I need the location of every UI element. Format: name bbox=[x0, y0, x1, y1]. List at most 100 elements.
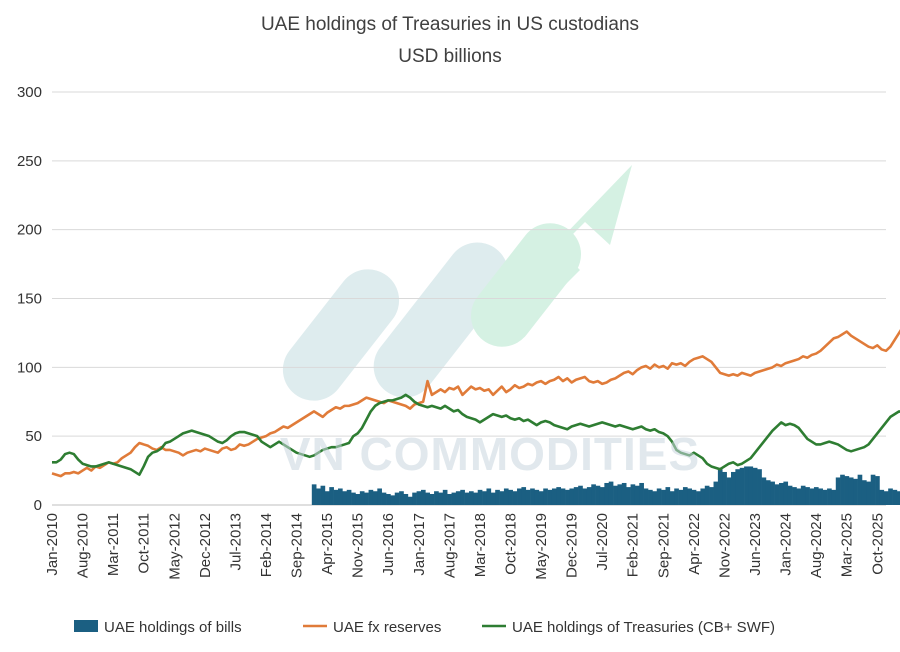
watermark-text: VN COMMODITIES bbox=[280, 428, 700, 480]
bills-bar bbox=[613, 485, 618, 505]
x-tick-label-9: Apr-2015 bbox=[319, 513, 336, 575]
gridlines bbox=[52, 91, 886, 506]
bills-bar bbox=[517, 488, 522, 505]
bills-bar bbox=[586, 487, 592, 505]
bills-bar bbox=[591, 484, 596, 505]
x-tick-label-15: Oct-2018 bbox=[502, 513, 519, 575]
bills-bar bbox=[822, 489, 828, 505]
bills-bar bbox=[739, 467, 745, 505]
bills-bar bbox=[320, 485, 326, 505]
bills-bar bbox=[324, 491, 330, 505]
bills-bar bbox=[386, 493, 391, 505]
legend-swatch-bills bbox=[74, 620, 98, 632]
x-tick-label-13: Aug-2017 bbox=[441, 513, 458, 578]
bills-bar bbox=[704, 485, 710, 505]
bills-bar bbox=[888, 488, 893, 505]
bills-bar bbox=[870, 474, 876, 505]
bills-bar bbox=[525, 489, 531, 505]
bills-bar bbox=[656, 488, 662, 505]
bills-bar bbox=[713, 481, 719, 505]
bills-bar bbox=[599, 487, 605, 505]
x-tick-label-8: Sep-2014 bbox=[289, 513, 306, 578]
bills-bar bbox=[674, 488, 679, 505]
bills-bar bbox=[390, 495, 396, 505]
bills-bar bbox=[626, 487, 631, 505]
x-tick-label-23: Jun-2023 bbox=[747, 513, 764, 576]
x-tick-label-7: Feb-2014 bbox=[258, 513, 275, 577]
bills-bar bbox=[896, 491, 900, 505]
bills-bar bbox=[879, 489, 885, 505]
y-tick-label-250: 250 bbox=[17, 153, 42, 170]
x-tick-label-10: Nov-2015 bbox=[350, 513, 367, 578]
x-tick-label-0: Jan-2010 bbox=[44, 513, 61, 576]
x-tick-label-25: Aug-2024 bbox=[808, 513, 825, 578]
bills-bar bbox=[346, 489, 352, 505]
bills-bar bbox=[364, 492, 369, 505]
bills-bar bbox=[372, 491, 378, 505]
bills-bar bbox=[840, 474, 845, 505]
x-tick-label-12: Jan-2017 bbox=[411, 513, 428, 576]
watermark-bar-shape-3 bbox=[470, 223, 582, 347]
x-tick-label-11: Jun-2016 bbox=[380, 513, 397, 576]
x-tick-label-17: Dec-2019 bbox=[564, 513, 581, 578]
bills-bar bbox=[805, 487, 810, 505]
bills-bar bbox=[442, 489, 448, 505]
bills-bar bbox=[639, 482, 644, 505]
bills-bar bbox=[416, 491, 422, 505]
bills-bar bbox=[547, 489, 553, 505]
fx-reserves-line bbox=[51, 329, 900, 478]
x-tick-label-3: Oct-2011 bbox=[136, 513, 153, 574]
bills-bar bbox=[831, 489, 837, 505]
watermark bbox=[282, 165, 632, 401]
bills-bar bbox=[543, 488, 548, 505]
bills-bar bbox=[813, 487, 819, 505]
bills-bar bbox=[787, 485, 793, 505]
bills-bar bbox=[477, 489, 483, 505]
y-tick-label-150: 150 bbox=[17, 291, 42, 308]
bills-bar bbox=[717, 469, 723, 505]
bills-bar bbox=[538, 491, 544, 505]
bills-bar bbox=[621, 482, 627, 505]
bills-bar bbox=[848, 477, 854, 505]
x-tick-label-19: Feb-2021 bbox=[625, 513, 642, 577]
bills-bar bbox=[722, 471, 727, 505]
bills-bar bbox=[534, 489, 540, 505]
bills-bar bbox=[316, 488, 321, 505]
bills-bar bbox=[503, 488, 509, 505]
bills-bar bbox=[329, 487, 334, 505]
bills-bar bbox=[792, 487, 797, 505]
bills-bar bbox=[809, 488, 815, 505]
bills-bar bbox=[818, 488, 823, 505]
watermark-bar-shape-2 bbox=[373, 242, 509, 398]
bills-bar bbox=[661, 489, 666, 505]
bills-bar bbox=[696, 491, 701, 505]
bills-bar bbox=[338, 488, 343, 505]
bills-bar bbox=[311, 484, 317, 505]
bills-bar bbox=[355, 493, 361, 505]
bills-bar bbox=[853, 478, 858, 505]
bills-bar bbox=[521, 487, 527, 505]
bills-bar bbox=[744, 466, 749, 505]
x-tick-label-22: Nov-2022 bbox=[716, 513, 733, 578]
bills-bar bbox=[757, 469, 762, 505]
bills-bar bbox=[866, 481, 872, 505]
y-axis-ticks: 0 50 100 150 200 250 300 bbox=[17, 84, 42, 514]
bills-bar bbox=[381, 492, 387, 505]
bills-bar bbox=[617, 484, 623, 505]
bills-bar bbox=[333, 489, 339, 505]
bills-bar bbox=[351, 492, 356, 505]
y-tick-label-0: 0 bbox=[34, 497, 42, 514]
y-tick-label-200: 200 bbox=[17, 222, 42, 239]
bills-bar bbox=[796, 488, 802, 505]
bills-bar bbox=[730, 471, 736, 505]
x-tick-label-5: Dec-2012 bbox=[197, 513, 214, 578]
bills-bar bbox=[394, 492, 400, 505]
bills-bar bbox=[420, 489, 426, 505]
bills-bar bbox=[630, 484, 636, 505]
bills-bar bbox=[565, 489, 570, 505]
y-tick-label-100: 100 bbox=[17, 359, 42, 376]
x-tick-label-26: Mar-2025 bbox=[839, 513, 856, 577]
bills-bar bbox=[608, 481, 614, 505]
